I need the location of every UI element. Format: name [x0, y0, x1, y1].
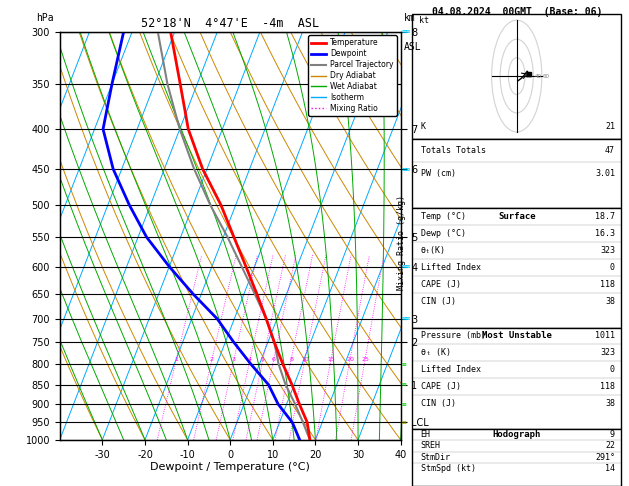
Text: 118: 118 [600, 280, 615, 289]
Text: 22: 22 [605, 441, 615, 451]
Text: 5: 5 [261, 357, 265, 362]
Text: CIN (J): CIN (J) [421, 297, 455, 307]
Bar [412, 328, 621, 429]
Text: 1: 1 [174, 357, 178, 362]
Text: 16.3: 16.3 [595, 229, 615, 238]
Text: 21: 21 [605, 122, 615, 131]
Text: θₜ(K): θₜ(K) [421, 246, 446, 255]
Text: 323: 323 [600, 348, 615, 357]
Text: CIN (J): CIN (J) [421, 399, 455, 408]
Text: SREH: SREH [421, 441, 441, 451]
Text: θₜ (K): θₜ (K) [421, 348, 451, 357]
Text: 60: 60 [543, 73, 550, 79]
Text: Lifted Index: Lifted Index [421, 263, 481, 272]
Text: Temp (°C): Temp (°C) [421, 212, 465, 221]
Text: EH: EH [421, 430, 431, 439]
Text: Hodograph: Hodograph [493, 430, 541, 439]
Bar [412, 14, 621, 139]
Text: CAPE (J): CAPE (J) [421, 382, 460, 391]
Text: ≡≡: ≡≡ [402, 314, 411, 323]
Text: 6: 6 [272, 357, 276, 362]
Text: 10: 10 [301, 357, 309, 362]
Text: Dewp (°C): Dewp (°C) [421, 229, 465, 238]
Text: Mixing Ratio (g/kg): Mixing Ratio (g/kg) [397, 195, 406, 291]
Text: 38: 38 [605, 399, 615, 408]
Bar [412, 208, 621, 328]
Text: 4: 4 [248, 357, 252, 362]
Text: StmSpd (kt): StmSpd (kt) [421, 464, 476, 473]
Text: 1011: 1011 [595, 331, 615, 341]
Text: 8: 8 [289, 357, 293, 362]
Text: ≡: ≡ [402, 418, 406, 427]
Text: 3: 3 [232, 357, 236, 362]
Text: K: K [421, 122, 426, 131]
X-axis label: Dewpoint / Temperature (°C): Dewpoint / Temperature (°C) [150, 462, 310, 472]
Text: 323: 323 [600, 246, 615, 255]
Text: 47: 47 [605, 146, 615, 155]
Text: 118: 118 [600, 382, 615, 391]
Text: 0: 0 [610, 263, 615, 272]
Text: 25: 25 [361, 357, 369, 362]
Text: ≡≡: ≡≡ [402, 165, 411, 174]
Text: Lifted Index: Lifted Index [421, 365, 481, 374]
Text: 04.08.2024  00GMT  (Base: 06): 04.08.2024 00GMT (Base: 06) [431, 7, 602, 17]
Legend: Temperature, Dewpoint, Parcel Trajectory, Dry Adiabat, Wet Adiabat, Isotherm, Mi: Temperature, Dewpoint, Parcel Trajectory… [308, 35, 397, 116]
Text: PW (cm): PW (cm) [421, 169, 455, 178]
Text: km: km [404, 14, 416, 23]
Text: ≡: ≡ [402, 360, 406, 369]
Text: ≡: ≡ [402, 399, 406, 409]
Text: 20: 20 [346, 357, 354, 362]
Text: hPa: hPa [36, 14, 53, 23]
Text: 20: 20 [526, 73, 533, 79]
Text: 38: 38 [605, 297, 615, 307]
Text: ≡≡: ≡≡ [402, 27, 411, 36]
Bar [412, 139, 621, 208]
Text: Totals Totals: Totals Totals [421, 146, 486, 155]
Text: 0: 0 [610, 365, 615, 374]
Text: 14: 14 [605, 464, 615, 473]
Text: CAPE (J): CAPE (J) [421, 280, 460, 289]
Bar [412, 429, 621, 486]
Text: 291°: 291° [595, 453, 615, 462]
Text: ≡≡: ≡≡ [402, 262, 411, 271]
Text: 9: 9 [610, 430, 615, 439]
Text: Pressure (mb): Pressure (mb) [421, 331, 486, 341]
Text: 2: 2 [210, 357, 214, 362]
Text: Most Unstable: Most Unstable [482, 331, 552, 341]
Text: Surface: Surface [498, 212, 535, 221]
Title: 52°18'N  4°47'E  -4m  ASL: 52°18'N 4°47'E -4m ASL [141, 17, 320, 31]
Text: StmDir: StmDir [421, 453, 451, 462]
Text: ASL: ASL [404, 42, 421, 52]
Text: ≡: ≡ [402, 380, 406, 389]
Text: 15: 15 [327, 357, 335, 362]
Text: 40: 40 [535, 73, 542, 79]
Text: kt: kt [418, 16, 428, 25]
Text: 3.01: 3.01 [595, 169, 615, 178]
Text: 18.7: 18.7 [595, 212, 615, 221]
